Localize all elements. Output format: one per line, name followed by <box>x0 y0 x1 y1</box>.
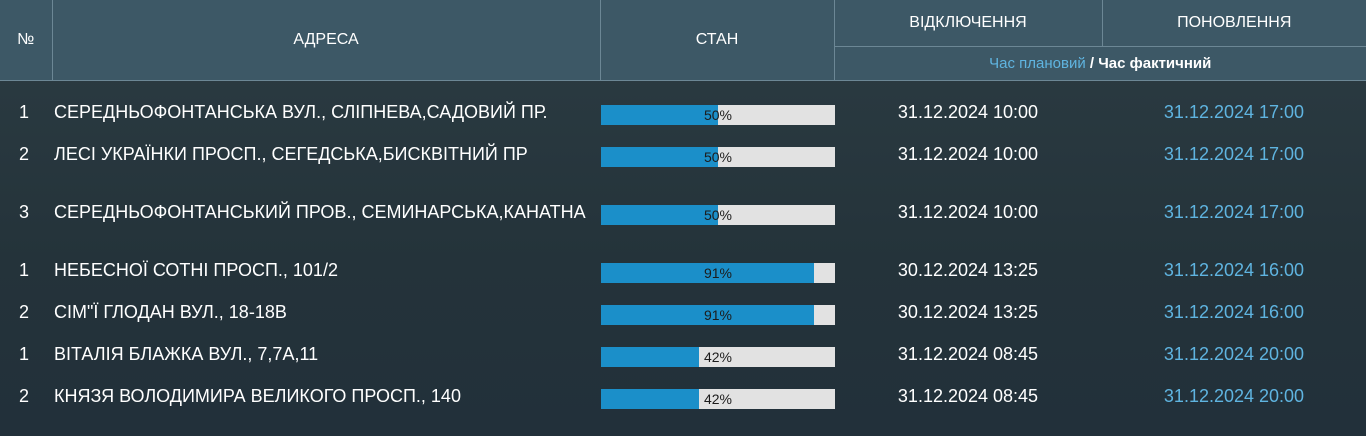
progress-fill <box>601 347 700 367</box>
time-legend-planned: Час плановий <box>989 55 1086 72</box>
row-address: НЕБЕСНОЇ СОТНІ ПРОСП., 101/2 <box>54 260 338 280</box>
table-row: 2 КНЯЗЯ ВОЛОДИМИРА ВЕЛИКОГО ПРОСП., 140 … <box>0 375 1366 417</box>
table-row: 1 ВІТАЛІЯ БЛАЖКА ВУЛ., 7,7А,11 42% 31.12… <box>0 333 1366 375</box>
column-header-restore: ПОНОВЛЕННЯ <box>1101 0 1366 47</box>
row-restore-time: 31.12.2024 16:00 <box>1163 301 1305 322</box>
row-restore-time: 31.12.2024 17:00 <box>1163 201 1305 222</box>
row-status: 50% <box>600 91 835 133</box>
progress-label: 50% <box>703 107 733 123</box>
row-number: 3 <box>18 201 29 222</box>
time-legend: Час плановий / Час фактичний <box>833 46 1366 81</box>
row-number: 2 <box>18 301 29 322</box>
progress-fill <box>601 147 718 167</box>
progress-label: 42% <box>703 391 733 407</box>
row-status: 91% <box>600 291 835 333</box>
progress-label: 50% <box>703 149 733 165</box>
progress-bar: 91% <box>601 305 835 325</box>
progress-fill <box>601 105 718 125</box>
progress-fill <box>601 263 814 283</box>
row-outage-time: 31.12.2024 10:00 <box>897 201 1039 222</box>
column-header-outage: ВІДКЛЮЧЕННЯ <box>833 0 1103 47</box>
progress-bar: 42% <box>601 389 835 409</box>
time-legend-actual: Час фактичний <box>1098 55 1212 72</box>
row-outage-time: 30.12.2024 13:25 <box>897 301 1039 322</box>
row-status: 42% <box>600 333 835 375</box>
progress-fill <box>601 389 700 409</box>
row-restore-time: 31.12.2024 20:00 <box>1163 385 1305 406</box>
row-number: 1 <box>18 259 29 280</box>
progress-fill <box>601 205 718 225</box>
row-outage-time: 31.12.2024 10:00 <box>897 101 1039 122</box>
table-row: 3 СЕРЕДНЬОФОНТАНСЬКИЙ ПРОВ., СЕМИНАРСЬКА… <box>0 175 1366 249</box>
row-status: 42% <box>600 375 835 417</box>
table-row: 2 ЛЕСІ УКРАЇНКИ ПРОСП., СЕГЕДСЬКА,БИСКВІ… <box>0 133 1366 175</box>
row-number: 1 <box>18 101 29 122</box>
progress-fill <box>601 305 814 325</box>
row-address: СЕРЕДНЬОФОНТАНСЬКА ВУЛ., СЛІПНЕВА,САДОВИ… <box>54 102 548 122</box>
progress-bar: 91% <box>601 263 835 283</box>
progress-bar: 42% <box>601 347 835 367</box>
progress-label: 91% <box>703 265 733 281</box>
table-body: 1 СЕРЕДНЬОФОНТАНСЬКА ВУЛ., СЛІПНЕВА,САДО… <box>0 81 1366 418</box>
column-header-status: СТАН <box>599 0 835 81</box>
row-address: ВІТАЛІЯ БЛАЖКА ВУЛ., 7,7А,11 <box>54 344 319 364</box>
row-status: 50% <box>600 133 835 175</box>
row-outage-time: 30.12.2024 13:25 <box>897 259 1039 280</box>
column-header-number: № <box>0 0 53 81</box>
row-status: 91% <box>600 249 835 291</box>
table-row: 2 СІМ"Ї ГЛОДАН ВУЛ., 18-18В 91% 30.12.20… <box>0 291 1366 333</box>
row-address: ЛЕСІ УКРАЇНКИ ПРОСП., СЕГЕДСЬКА,БИСКВІТН… <box>54 144 528 164</box>
column-header-address: АДРЕСА <box>51 0 601 81</box>
progress-bar: 50% <box>601 147 835 167</box>
table-row: 1 СЕРЕДНЬОФОНТАНСЬКА ВУЛ., СЛІПНЕВА,САДО… <box>0 91 1366 133</box>
row-status: 50% <box>600 175 835 249</box>
progress-label: 42% <box>703 349 733 365</box>
row-number: 2 <box>18 385 29 406</box>
row-restore-time: 31.12.2024 16:00 <box>1163 259 1305 280</box>
outage-table: № АДРЕСА СТАН ВІДКЛЮЧЕННЯ ПОНОВЛЕННЯ Час… <box>0 0 1366 418</box>
progress-bar: 50% <box>601 105 835 125</box>
row-number: 2 <box>18 143 29 164</box>
row-outage-time: 31.12.2024 10:00 <box>897 143 1039 164</box>
row-restore-time: 31.12.2024 17:00 <box>1163 143 1305 164</box>
row-restore-time: 31.12.2024 17:00 <box>1163 101 1305 122</box>
table-row: 1 НЕБЕСНОЇ СОТНІ ПРОСП., 101/2 91% 30.12… <box>0 249 1366 291</box>
row-address: КНЯЗЯ ВОЛОДИМИРА ВЕЛИКОГО ПРОСП., 140 <box>54 386 461 406</box>
row-outage-time: 31.12.2024 08:45 <box>897 343 1039 364</box>
row-outage-time: 31.12.2024 08:45 <box>897 385 1039 406</box>
table-header: № АДРЕСА СТАН ВІДКЛЮЧЕННЯ ПОНОВЛЕННЯ Час… <box>0 0 1366 81</box>
row-number: 1 <box>18 343 29 364</box>
progress-label: 50% <box>703 207 733 223</box>
progress-bar: 50% <box>601 205 835 225</box>
time-legend-separator: / <box>1085 55 1099 72</box>
row-address: СЕРЕДНЬОФОНТАНСЬКИЙ ПРОВ., СЕМИНАРСЬКА,К… <box>54 202 586 222</box>
row-address: СІМ"Ї ГЛОДАН ВУЛ., 18-18В <box>54 302 287 322</box>
progress-label: 91% <box>703 307 733 323</box>
row-restore-time: 31.12.2024 20:00 <box>1163 343 1305 364</box>
